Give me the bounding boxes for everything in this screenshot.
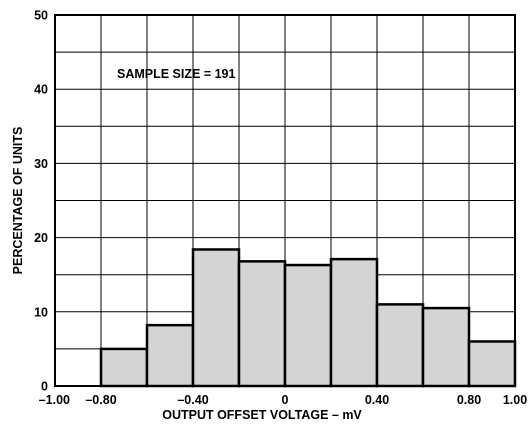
y-tick-label: 30	[34, 157, 48, 171]
histogram-bar	[237, 260, 287, 388]
x-tick-label: 0	[282, 393, 289, 407]
histogram-bar	[375, 303, 425, 388]
y-tick-label: 0	[41, 380, 48, 394]
x-axis-label: OUTPUT OFFSET VOLTAGE – mV	[162, 408, 362, 422]
histogram-bars	[99, 248, 517, 388]
grid-lines	[55, 15, 515, 386]
histogram-bar	[283, 263, 333, 388]
histogram-bar	[467, 340, 517, 388]
y-tick-label: 10	[34, 305, 48, 319]
y-tick-label: 50	[34, 9, 48, 23]
histogram-bar	[145, 323, 195, 388]
x-tick-label: 1.00	[503, 393, 527, 407]
y-axis-label: PERCENTAGE OF UNITS	[11, 127, 25, 275]
x-tick-label: –1.00	[39, 393, 70, 407]
x-tick-labels: –1.00 –0.80 –0.40 0 0.40 0.80 1.00	[39, 393, 527, 407]
histogram-bar	[99, 347, 149, 388]
x-tick-label: –0.80	[85, 393, 116, 407]
x-tick-label: 0.80	[457, 393, 481, 407]
histogram-bar	[421, 306, 471, 388]
x-tick-label: –0.40	[177, 393, 208, 407]
y-tick-label: 20	[34, 231, 48, 245]
y-tick-label: 40	[34, 83, 48, 97]
histogram-bar	[191, 248, 241, 388]
plot-frame	[54, 14, 516, 387]
histogram-bar	[329, 257, 379, 388]
x-tick-label: 0.40	[365, 393, 389, 407]
sample-size-annotation: SAMPLE SIZE = 191	[117, 67, 235, 81]
y-tick-labels: 0 10 20 30 40 50	[34, 9, 48, 394]
